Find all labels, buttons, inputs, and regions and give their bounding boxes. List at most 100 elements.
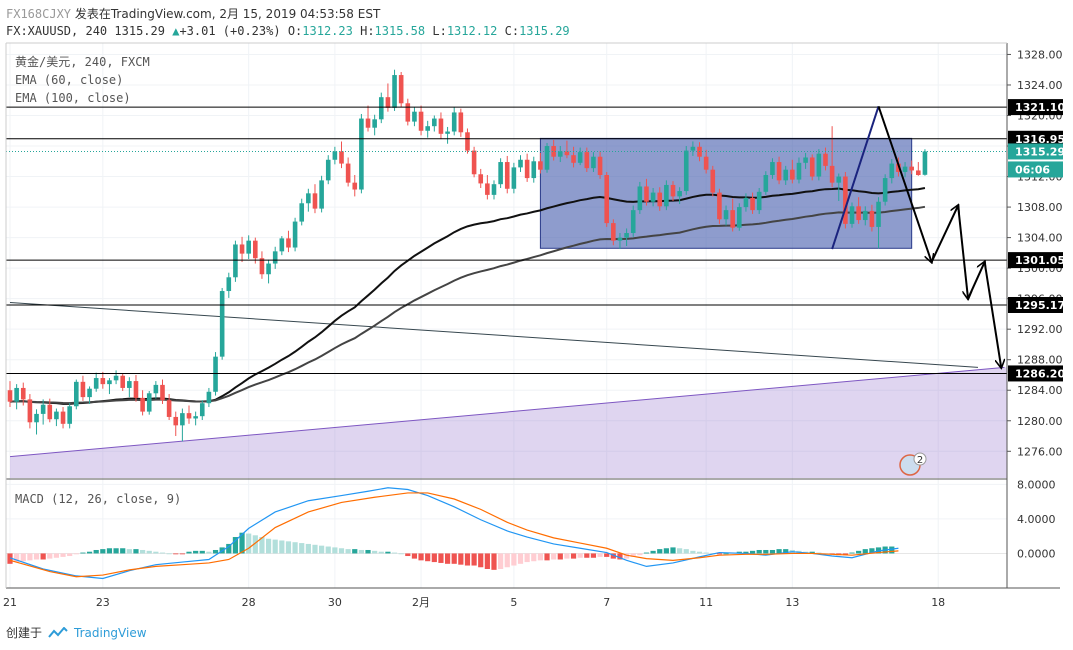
macd-histogram-bar <box>259 537 265 554</box>
candle <box>332 146 338 165</box>
level-tag-bg <box>1008 252 1063 269</box>
candle-body <box>836 176 842 183</box>
candle-body <box>776 162 782 181</box>
candle <box>20 382 26 406</box>
candle-body <box>226 277 232 292</box>
macd-tick-label: 4.0000 <box>1017 513 1056 526</box>
change-value: +3.01 (+0.23%) <box>179 24 281 38</box>
countdown-tag-bg <box>1008 161 1063 178</box>
candle <box>438 112 444 140</box>
candle <box>160 379 165 404</box>
macd-histogram-bar <box>889 546 895 554</box>
macd-histogram-bar <box>299 543 305 554</box>
macd-histogram-bar <box>544 553 550 561</box>
candle-body <box>465 132 470 151</box>
candle-body <box>153 384 159 394</box>
price-tick-label: 1324.00 <box>1017 79 1063 92</box>
macd-histogram-bar <box>431 553 437 563</box>
macd-histogram-bar <box>643 552 650 554</box>
legend: 黄金/美元, 240, FXCM EMA (60, close) EMA (10… <box>15 54 181 506</box>
footer: 创建于 TradingView <box>6 624 147 641</box>
legend-symbol: 黄金/美元, 240, FXCM <box>15 54 150 69</box>
macd-histogram-bar <box>511 553 517 566</box>
close-label: C: <box>504 24 520 38</box>
range-rectangle <box>539 137 913 249</box>
time-tick-label: 30 <box>328 596 342 609</box>
candle <box>783 165 789 185</box>
trend-up-line <box>9 366 1005 458</box>
candle <box>816 149 822 181</box>
candle-body <box>491 184 497 195</box>
price-tick-label: 1328.00 <box>1017 48 1063 61</box>
macd-histogram-bar <box>312 544 318 554</box>
time-tick-label: 7 <box>603 596 610 609</box>
macd-histogram-bar <box>411 553 418 559</box>
range-box[interactable] <box>539 137 913 249</box>
candle <box>564 140 570 159</box>
macd-histogram-bar <box>285 541 292 554</box>
candle-body <box>146 393 152 412</box>
macd-histogram-bar <box>14 553 20 563</box>
macd-histogram-bar <box>126 549 132 554</box>
macd-histogram-bar <box>723 553 729 555</box>
candle <box>206 387 212 408</box>
price-axis-tags: 1321.10 1316.95 1301.05 1295.17 1286.20 1315.… <box>1008 99 1065 382</box>
candle-body <box>737 207 742 228</box>
candle <box>312 184 318 214</box>
candle-body <box>557 151 563 157</box>
candle <box>498 158 503 188</box>
candle <box>412 107 417 127</box>
macd-histogram-bar <box>763 549 769 554</box>
macd-histogram-bar <box>736 551 742 554</box>
trend-up-shade <box>10 367 1007 478</box>
candle-body <box>378 97 384 120</box>
macd-histogram-bar <box>153 551 159 554</box>
events-badge[interactable]: 2 <box>899 452 927 476</box>
candle <box>465 128 470 154</box>
macd-histogram-bar <box>358 549 364 554</box>
candle-body <box>279 238 285 252</box>
macd-histogram-bar <box>451 553 457 564</box>
macd-tick-label: 0.0000 <box>1017 547 1056 560</box>
macd-histogram-bar <box>418 553 424 561</box>
candle-body <box>650 192 656 202</box>
candle <box>630 205 636 237</box>
candle-body <box>809 157 815 177</box>
candle <box>272 246 278 269</box>
candle <box>796 157 802 184</box>
candle <box>836 173 842 201</box>
macd-histogram-bar <box>378 551 384 554</box>
candle <box>544 142 550 173</box>
price-tick-label: 1304.00 <box>1017 232 1063 245</box>
macd-histogram-bar <box>166 553 172 555</box>
projection-path[interactable] <box>831 106 1001 367</box>
candle-body <box>730 210 735 228</box>
candle-body <box>591 156 596 169</box>
macd-histogram-bar <box>73 553 79 555</box>
candle <box>889 159 895 184</box>
macd-histogram-bar <box>597 553 603 557</box>
candle-body <box>312 193 318 209</box>
macd-histogram-bar <box>272 539 278 554</box>
candle <box>803 152 808 169</box>
candle <box>425 120 430 138</box>
candle <box>458 108 464 137</box>
candle-body <box>551 146 556 157</box>
macd-histogram-bar <box>199 550 205 554</box>
candle <box>557 146 563 163</box>
tradingview-link[interactable]: TradingView <box>74 625 147 640</box>
horizontal-levels[interactable] <box>6 106 1007 374</box>
candle-body <box>7 390 13 402</box>
candle <box>226 272 232 298</box>
price-tick-label: 1284.00 <box>1017 384 1063 397</box>
candle-body <box>425 126 430 131</box>
macd-histogram-bar <box>47 553 53 559</box>
candle <box>54 408 59 427</box>
projection-segment <box>957 205 968 299</box>
candle <box>47 398 53 423</box>
time-tick-label: 28 <box>242 596 256 609</box>
legend-ema-100: EMA (100, close) <box>15 91 131 105</box>
macd-histogram-bar <box>683 549 689 554</box>
candle-body <box>173 416 179 426</box>
grid <box>6 43 1007 588</box>
